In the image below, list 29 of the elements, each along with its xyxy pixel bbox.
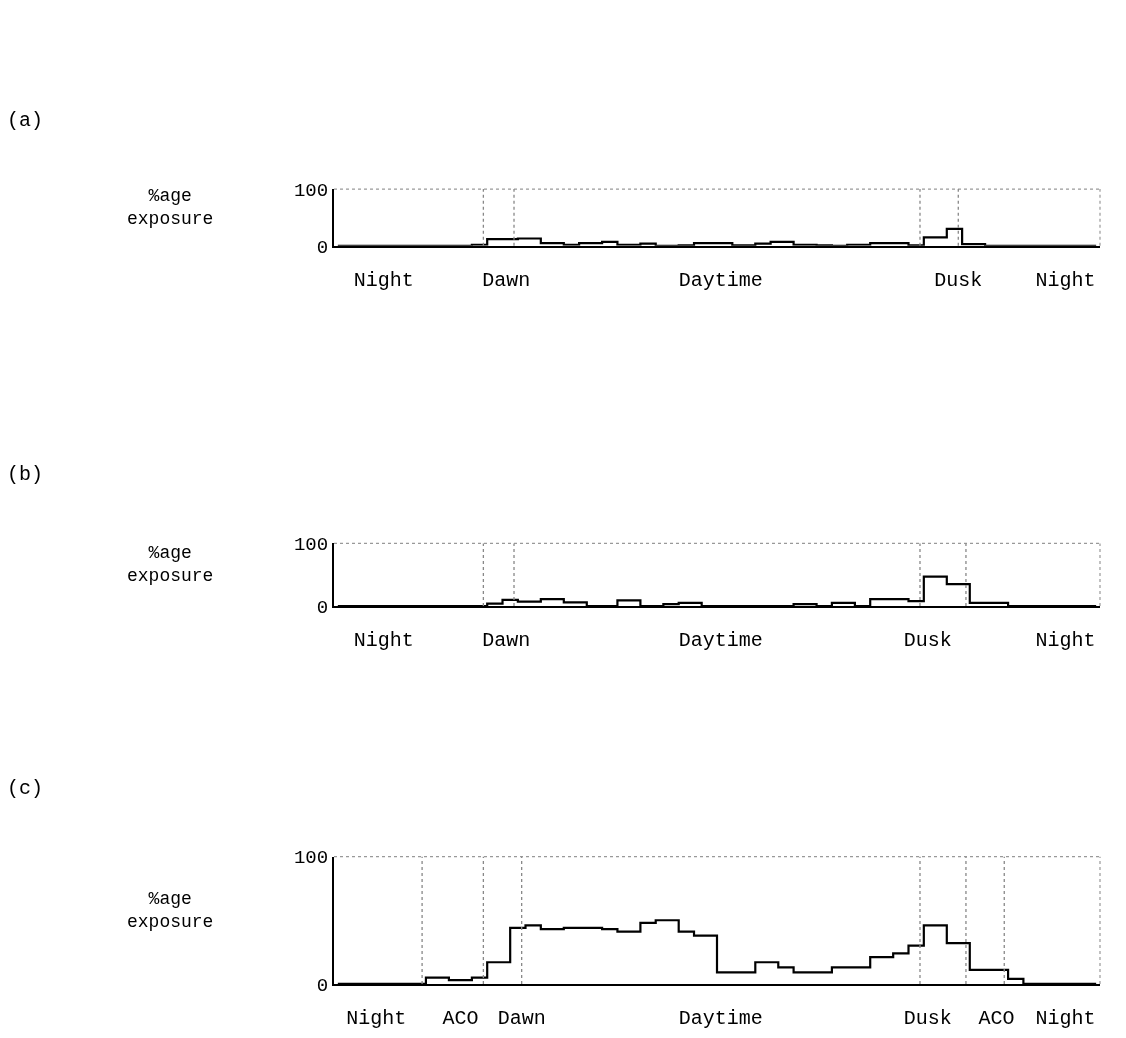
x-tick-label: Dusk [903, 1006, 952, 1030]
y-tick-label: 100 [293, 179, 329, 202]
text: (b) [7, 463, 44, 486]
x-tick-label: Dawn [497, 1006, 546, 1030]
y-tick-label: 100 [293, 534, 329, 557]
x-tick-label: Night [346, 1006, 407, 1030]
y-tick-label: 0 [316, 596, 329, 619]
y-tick-label: 100 [293, 847, 329, 870]
y-axis-title: %age exposure [127, 186, 214, 230]
x-tick-label: ACO [978, 1006, 1015, 1030]
text: (c) [7, 777, 44, 800]
x-tick-label: ACO [442, 1006, 479, 1030]
y-tick-label: 0 [316, 974, 329, 997]
x-tick-label: Dawn [482, 268, 531, 292]
x-tick-label: Night [1035, 268, 1096, 292]
x-tick-label: Night [353, 628, 414, 652]
x-tick-label: Night [1035, 1006, 1096, 1030]
x-tick-label: Night [353, 268, 414, 292]
y-tick-label: 0 [316, 236, 329, 259]
x-tick-label: Night [1035, 628, 1096, 652]
y-axis-title: %age exposure [127, 889, 214, 933]
text: (a) [7, 109, 44, 132]
x-tick-label: Dusk [903, 628, 952, 652]
y-axis-title: %age exposure [127, 543, 214, 587]
x-tick-label: Daytime [678, 1006, 763, 1030]
x-tick-label: Dusk [934, 268, 983, 292]
x-tick-label: Daytime [678, 628, 763, 652]
x-tick-label: Dawn [482, 628, 531, 652]
x-tick-label: Daytime [678, 268, 763, 292]
